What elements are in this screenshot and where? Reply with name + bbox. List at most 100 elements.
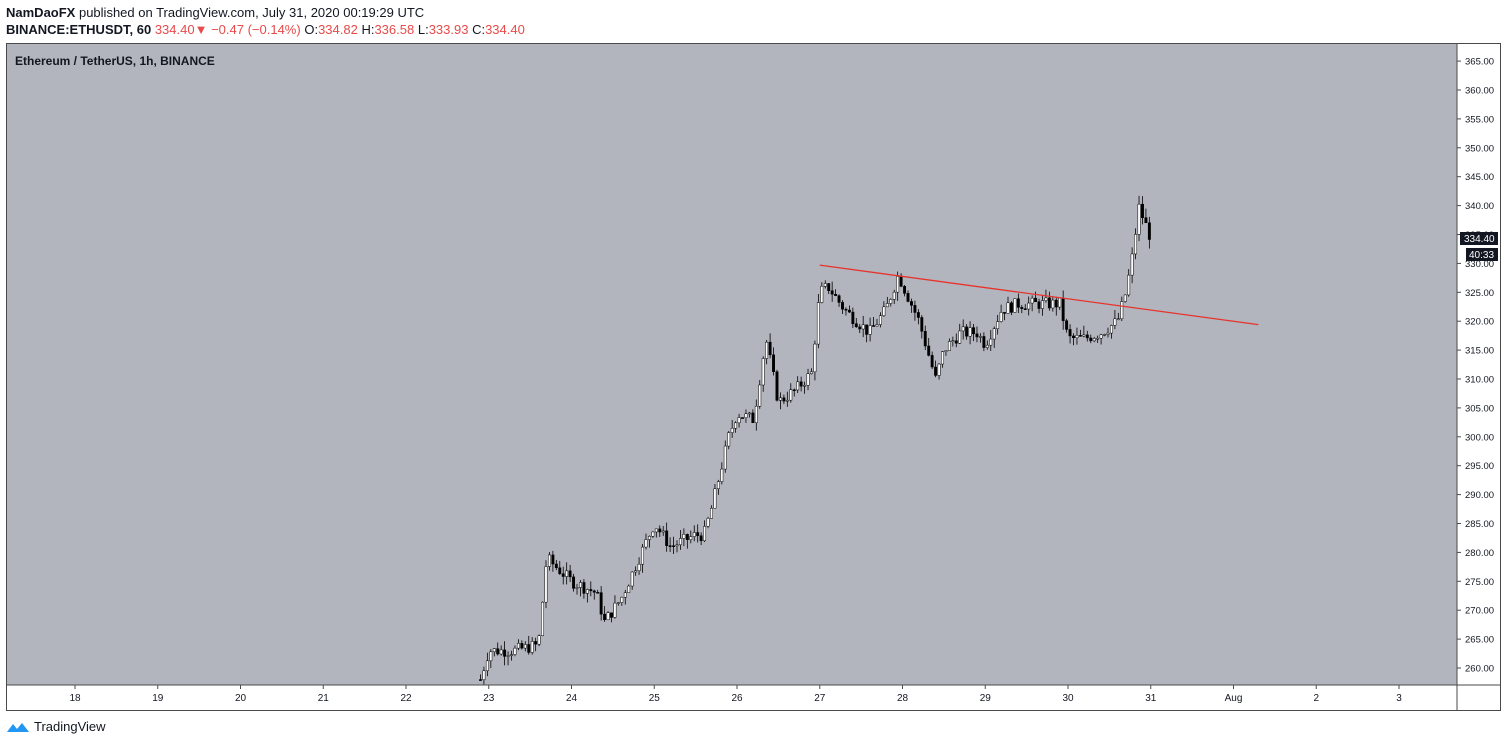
candle-body — [627, 585, 631, 593]
price-tick-label: 350.00 — [1465, 143, 1494, 154]
candle-body — [820, 285, 824, 303]
candle-body — [610, 612, 613, 618]
time-axis[interactable]: 18 19 20 21 22 23 24 25 26 27 28 29 30 31 Aug 2 3 — [69, 685, 1402, 704]
candle-body — [758, 384, 762, 407]
candle-body — [885, 303, 889, 308]
candle-body — [1103, 334, 1106, 336]
candle-body — [510, 654, 513, 656]
candle-body — [913, 305, 917, 313]
candle-body — [1123, 294, 1127, 302]
author-name[interactable]: NamDaoFX — [6, 5, 76, 20]
price-tick-label: 310.00 — [1465, 375, 1494, 386]
price-tick-label: 355.00 — [1465, 114, 1494, 125]
candle-body — [679, 538, 682, 546]
candle-body — [672, 545, 676, 547]
candle-body — [741, 417, 744, 419]
footer-brand[interactable]: TradingView — [6, 719, 106, 734]
candle-body — [706, 518, 710, 527]
candle-body — [747, 412, 751, 415]
time-tick-label: 3 — [1396, 693, 1402, 704]
candle-body — [937, 363, 941, 376]
candle-body — [644, 539, 648, 548]
candle-body — [982, 336, 986, 348]
price-axis[interactable]: 260.00 265.00 270.00 275.00 280.00 285.00 290.… — [1457, 57, 1494, 675]
price-tick-label: 270.00 — [1465, 606, 1494, 617]
candle-body — [596, 592, 600, 594]
time-tick-label: 29 — [980, 693, 992, 704]
candle-body — [1068, 329, 1072, 337]
candle-body — [703, 526, 707, 542]
candle-body — [713, 488, 717, 509]
candle-body — [847, 309, 851, 313]
candle-body — [803, 384, 807, 387]
candle-body — [837, 295, 841, 303]
candle-body — [761, 358, 765, 386]
candle-body — [910, 301, 913, 306]
candle-body — [882, 306, 886, 316]
candle-body — [934, 366, 938, 376]
candle-body — [1044, 297, 1048, 301]
candle-body — [1016, 298, 1020, 308]
candle-body — [1099, 334, 1103, 339]
candle-body — [575, 587, 579, 589]
price-tick-label: 260.00 — [1465, 664, 1494, 675]
candle-body — [1134, 234, 1138, 255]
trendline[interactable] — [819, 264, 1259, 326]
candle-body — [754, 405, 758, 423]
candle-body — [554, 563, 558, 569]
low-label: L: — [417, 22, 429, 37]
candle-body — [985, 344, 989, 348]
last-price-tag-bg — [1460, 232, 1498, 245]
candle-body — [916, 312, 920, 318]
last-price-tag-text: 334.40 — [1464, 234, 1495, 245]
candle-body — [482, 670, 486, 680]
candle-body — [1092, 338, 1096, 342]
candle-body — [968, 327, 972, 337]
candle-body — [516, 643, 520, 649]
candle-body — [658, 528, 662, 533]
plot-area[interactable] — [7, 44, 1457, 685]
candle-body — [682, 534, 686, 539]
time-tick-label: 19 — [152, 693, 164, 704]
candle-body — [1137, 203, 1141, 235]
candle-body — [641, 546, 644, 565]
candle-body — [775, 371, 779, 401]
last-price-tag: 334.40 40:33 — [1460, 232, 1498, 261]
price-tick-label: 275.00 — [1465, 577, 1494, 588]
candles — [479, 195, 1151, 685]
price-tick-label: 360.00 — [1465, 86, 1494, 97]
publish-info: published on TradingView.com, July 31, 2… — [75, 5, 425, 20]
candle-body — [841, 302, 844, 310]
candle-body — [603, 613, 607, 620]
candle-body — [527, 644, 531, 653]
candle-body — [572, 576, 576, 589]
candle-body — [544, 566, 548, 603]
time-tick-label: 18 — [69, 693, 81, 704]
candle-body — [989, 338, 993, 346]
time-tick-label: 24 — [566, 693, 578, 704]
candle-body — [620, 596, 624, 603]
candle-body — [1130, 253, 1134, 276]
price-tick-label: 285.00 — [1465, 519, 1494, 530]
candle-body — [668, 545, 672, 547]
candle-body — [647, 535, 651, 540]
candle-body — [1120, 301, 1124, 320]
candle-body — [1072, 335, 1075, 339]
candle-body — [1096, 337, 1100, 340]
candle-body — [692, 532, 696, 537]
close-value: 334.40 — [485, 22, 525, 37]
candle-body — [503, 649, 507, 657]
price-tick-label: 325.00 — [1465, 288, 1494, 299]
candle-body — [661, 530, 665, 533]
candle-body — [958, 330, 962, 344]
candle-body — [868, 325, 872, 335]
high-label: H: — [361, 22, 375, 37]
candle-body — [716, 481, 720, 490]
candle-body — [592, 590, 596, 593]
price-tick-label: 345.00 — [1465, 172, 1494, 183]
candle-body — [923, 331, 927, 347]
candle-body — [1047, 297, 1051, 309]
candle-body — [1030, 297, 1034, 304]
candle-body — [906, 293, 910, 302]
